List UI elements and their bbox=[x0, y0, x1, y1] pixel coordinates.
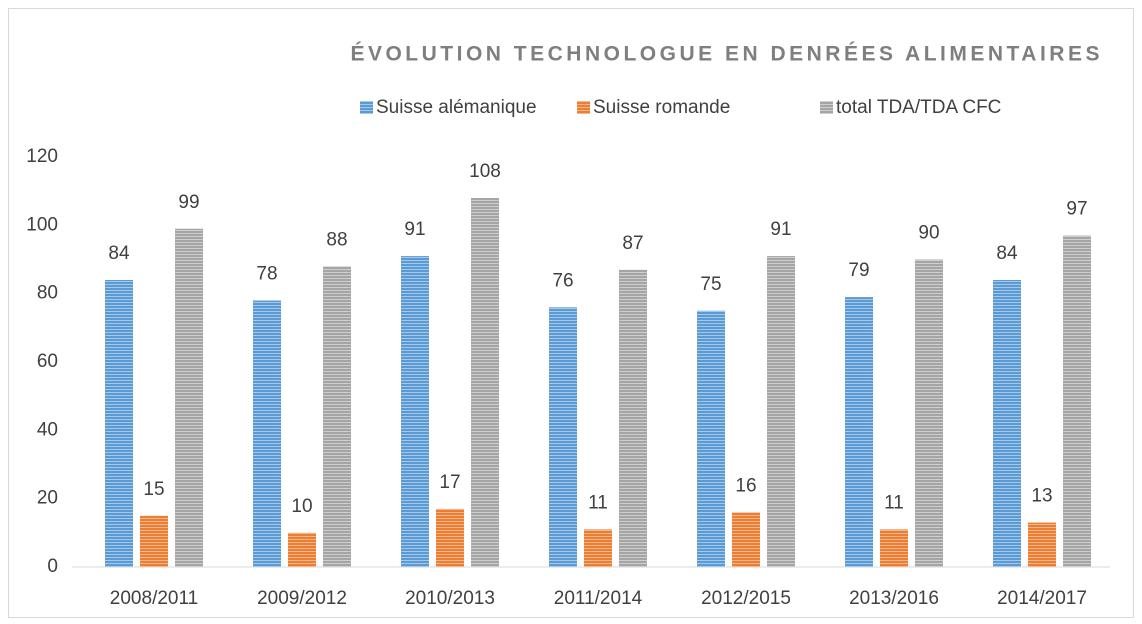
y-tick-label: 120 bbox=[26, 146, 58, 167]
bar bbox=[105, 280, 133, 567]
y-tick-label: 60 bbox=[37, 351, 58, 372]
x-tick-label: 2010/2013 bbox=[405, 588, 495, 609]
bar bbox=[993, 280, 1021, 567]
data-label: 17 bbox=[439, 472, 460, 493]
data-label: 97 bbox=[1066, 199, 1087, 220]
bar bbox=[288, 532, 316, 567]
data-label: 13 bbox=[1031, 486, 1052, 507]
bar bbox=[140, 515, 168, 567]
chart-title: ÉVOLUTION TECHNOLOGUE EN DENRÉES ALIMENT… bbox=[350, 43, 1103, 66]
bar bbox=[732, 512, 760, 567]
data-label: 99 bbox=[178, 192, 199, 213]
x-tick-label: 2012/2015 bbox=[701, 588, 791, 609]
data-label: 76 bbox=[552, 270, 573, 291]
x-tick-label: 2014/2017 bbox=[997, 588, 1087, 609]
legend-label: Suisse romande bbox=[593, 97, 730, 118]
x-tick-label: 2009/2012 bbox=[257, 588, 347, 609]
bar bbox=[619, 269, 647, 567]
legend-swatch bbox=[820, 101, 833, 114]
data-label: 84 bbox=[996, 243, 1018, 264]
x-tick-label: 2011/2014 bbox=[554, 588, 643, 609]
bar bbox=[915, 259, 943, 567]
data-label: 90 bbox=[918, 223, 939, 244]
legend-swatch bbox=[360, 101, 373, 114]
bar bbox=[1028, 522, 1056, 567]
data-label: 15 bbox=[143, 479, 164, 500]
y-tick-label: 100 bbox=[26, 214, 58, 235]
y-tick-label: 80 bbox=[37, 283, 58, 304]
data-label: 11 bbox=[884, 492, 904, 513]
bar bbox=[549, 307, 577, 567]
legend-label: total TDA/TDA CFC bbox=[836, 97, 1001, 118]
legend-label: Suisse alémanique bbox=[376, 97, 537, 118]
bar bbox=[880, 529, 908, 567]
bar bbox=[323, 266, 351, 567]
data-label: 108 bbox=[469, 161, 501, 182]
data-label: 91 bbox=[770, 219, 791, 240]
x-tick-label: 2008/2011 bbox=[110, 588, 198, 609]
bar bbox=[584, 529, 612, 567]
bar bbox=[697, 310, 725, 567]
data-label: 78 bbox=[256, 264, 277, 285]
y-tick-label: 0 bbox=[47, 556, 58, 577]
x-tick-label: 2013/2016 bbox=[849, 588, 939, 609]
legend-swatch bbox=[577, 101, 590, 114]
bar bbox=[471, 198, 499, 567]
bar bbox=[845, 297, 873, 567]
data-label: 16 bbox=[735, 475, 756, 496]
bar bbox=[436, 508, 464, 567]
data-label: 11 bbox=[588, 492, 608, 513]
data-label: 79 bbox=[848, 260, 869, 281]
data-label: 75 bbox=[700, 274, 721, 295]
data-label: 10 bbox=[291, 496, 312, 517]
data-label: 91 bbox=[404, 219, 425, 240]
data-label: 87 bbox=[622, 233, 643, 254]
bar bbox=[1063, 235, 1091, 568]
data-label: 84 bbox=[108, 243, 130, 264]
y-tick-label: 20 bbox=[37, 488, 58, 509]
bar bbox=[767, 256, 795, 567]
data-label: 88 bbox=[326, 229, 347, 250]
bar bbox=[401, 256, 429, 567]
y-tick-label: 40 bbox=[37, 419, 58, 440]
bar bbox=[253, 300, 281, 567]
bar bbox=[175, 228, 203, 567]
